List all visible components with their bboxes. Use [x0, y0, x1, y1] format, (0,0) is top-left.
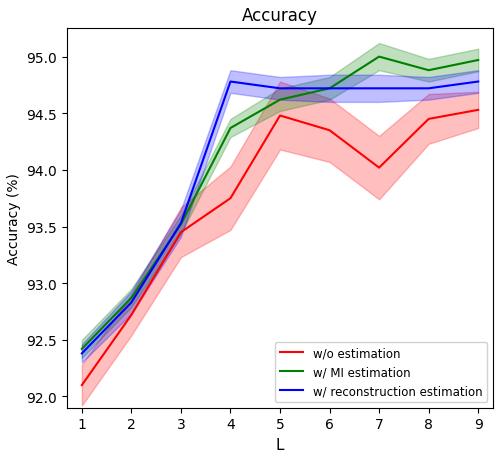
- w/ reconstruction estimation: [79, 351, 85, 356]
- w/ MI estimation: [326, 86, 332, 92]
- Legend: w/o estimation, w/ MI estimation, w/ reconstruction estimation: w/o estimation, w/ MI estimation, w/ rec…: [275, 342, 487, 402]
- w/ MI estimation: [277, 98, 283, 103]
- w/ reconstruction estimation: [128, 300, 134, 306]
- w/ reconstruction estimation: [228, 79, 234, 85]
- w/ MI estimation: [128, 296, 134, 301]
- w/ reconstruction estimation: [277, 86, 283, 92]
- Line: w/o estimation: w/o estimation: [82, 111, 478, 385]
- w/o estimation: [277, 113, 283, 119]
- w/o estimation: [475, 108, 481, 113]
- w/ MI estimation: [228, 126, 234, 131]
- w/o estimation: [178, 230, 184, 235]
- w/o estimation: [426, 117, 432, 123]
- w/o estimation: [326, 128, 332, 134]
- w/ MI estimation: [376, 55, 382, 60]
- Title: Accuracy: Accuracy: [242, 7, 318, 25]
- w/ reconstruction estimation: [178, 221, 184, 226]
- w/o estimation: [79, 382, 85, 388]
- w/ MI estimation: [79, 347, 85, 352]
- w/ reconstruction estimation: [326, 86, 332, 92]
- w/o estimation: [128, 313, 134, 318]
- X-axis label: L: L: [276, 437, 284, 452]
- w/o estimation: [376, 166, 382, 171]
- w/ reconstruction estimation: [426, 86, 432, 92]
- Line: w/ reconstruction estimation: w/ reconstruction estimation: [82, 82, 478, 353]
- w/ reconstruction estimation: [376, 86, 382, 92]
- w/ MI estimation: [178, 222, 184, 228]
- w/ MI estimation: [475, 58, 481, 64]
- Y-axis label: Accuracy (%): Accuracy (%): [7, 173, 21, 264]
- w/ MI estimation: [426, 68, 432, 74]
- w/ reconstruction estimation: [475, 79, 481, 85]
- w/o estimation: [228, 196, 234, 202]
- Line: w/ MI estimation: w/ MI estimation: [82, 57, 478, 349]
